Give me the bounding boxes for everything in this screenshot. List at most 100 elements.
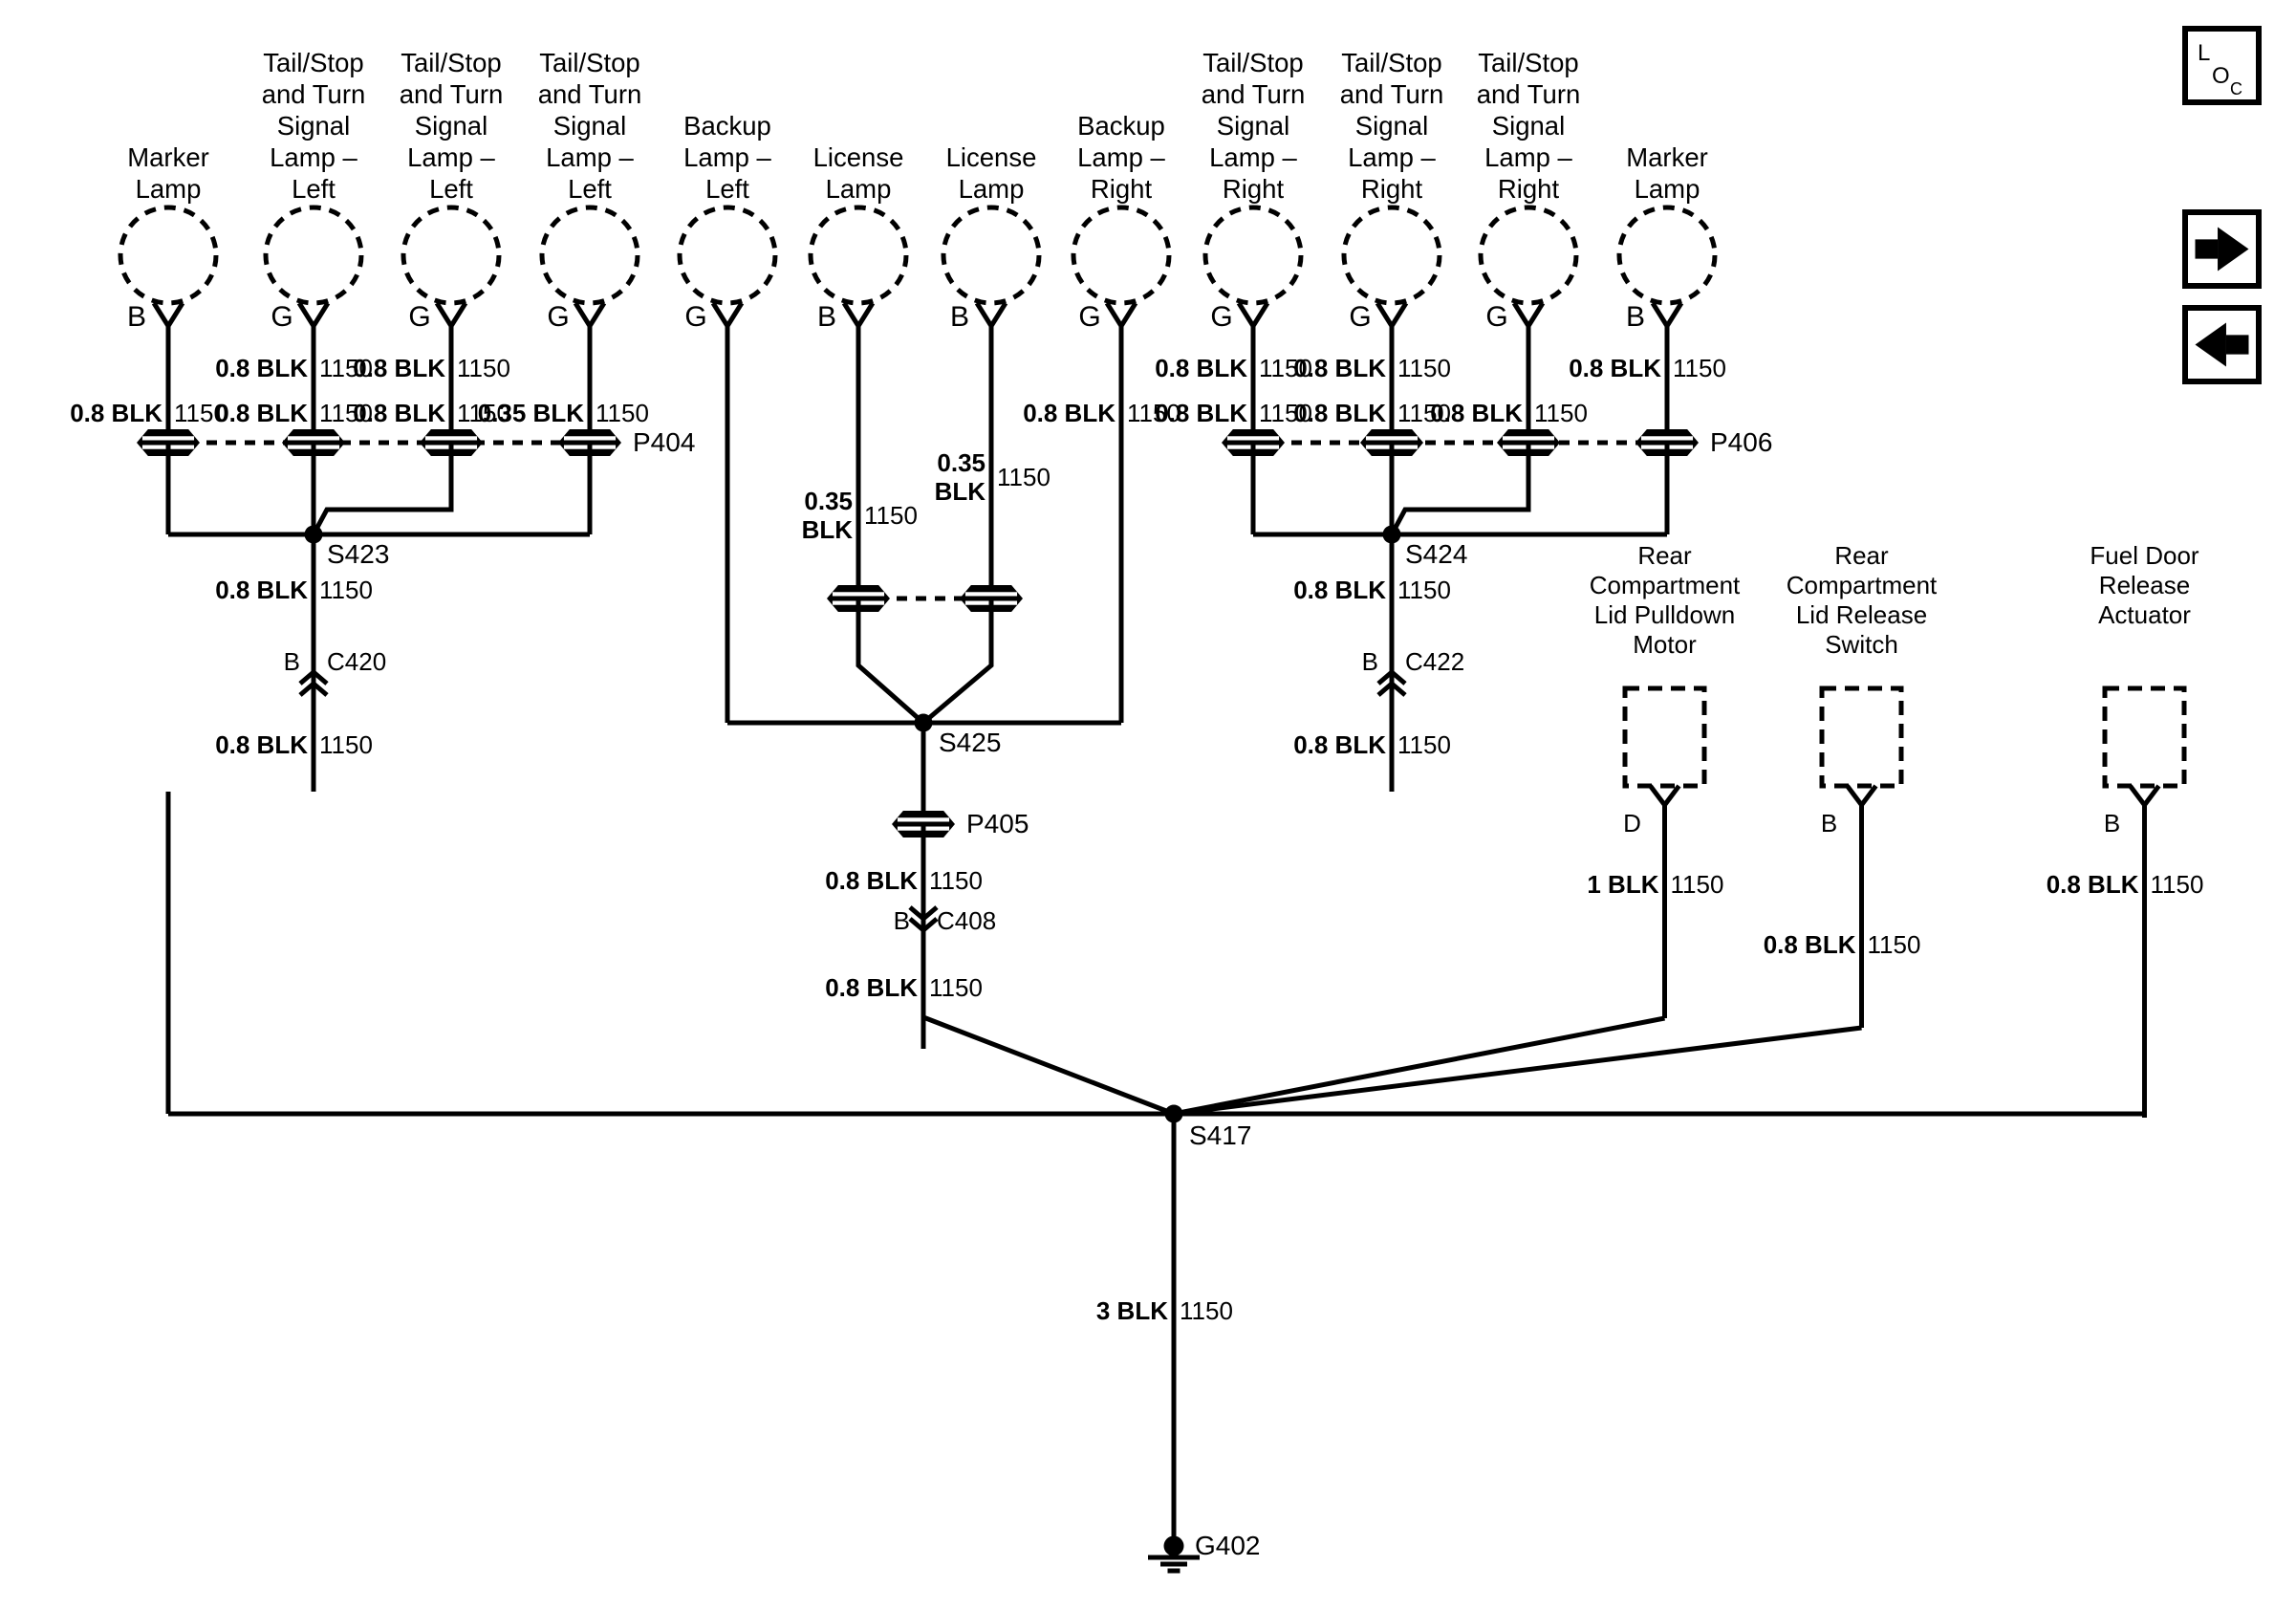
svg-text:O: O bbox=[2212, 63, 2230, 89]
svg-text:and Turn: and Turn bbox=[262, 79, 366, 109]
svg-text:Backup: Backup bbox=[1077, 111, 1165, 141]
svg-text:0.8 BLK: 0.8 BLK bbox=[2047, 870, 2139, 899]
svg-text:B: B bbox=[894, 906, 910, 935]
svg-text:G402: G402 bbox=[1195, 1531, 1261, 1560]
svg-text:0.8 BLK: 0.8 BLK bbox=[215, 354, 308, 382]
svg-text:1150: 1150 bbox=[864, 501, 918, 530]
svg-text:Tail/Stop: Tail/Stop bbox=[401, 48, 501, 77]
svg-text:License: License bbox=[946, 142, 1037, 172]
svg-text:1150: 1150 bbox=[929, 866, 983, 895]
svg-text:P405: P405 bbox=[966, 809, 1029, 838]
svg-text:C408: C408 bbox=[937, 906, 996, 935]
svg-text:1150: 1150 bbox=[1397, 354, 1451, 382]
svg-text:0.35: 0.35 bbox=[804, 487, 853, 515]
svg-text:Signal: Signal bbox=[277, 111, 350, 141]
svg-text:0.8 BLK: 0.8 BLK bbox=[1023, 399, 1116, 427]
svg-text:1150: 1150 bbox=[457, 354, 510, 382]
svg-text:Signal: Signal bbox=[415, 111, 487, 141]
svg-text:S417: S417 bbox=[1189, 1120, 1251, 1150]
svg-text:Lamp: Lamp bbox=[1635, 174, 1700, 204]
svg-text:Lamp –: Lamp – bbox=[1209, 142, 1297, 172]
svg-text:0.35 BLK: 0.35 BLK bbox=[478, 399, 584, 427]
svg-text:1150: 1150 bbox=[997, 463, 1051, 491]
svg-text:Lamp: Lamp bbox=[959, 174, 1025, 204]
svg-text:G: G bbox=[1078, 301, 1100, 333]
svg-text:G: G bbox=[1210, 301, 1232, 333]
svg-text:Actuator: Actuator bbox=[2098, 600, 2191, 629]
svg-text:Left: Left bbox=[292, 174, 336, 204]
svg-text:S423: S423 bbox=[327, 539, 389, 569]
svg-text:Rear: Rear bbox=[1834, 541, 1889, 570]
svg-text:1150: 1150 bbox=[1673, 354, 1726, 382]
svg-text:Lamp –: Lamp – bbox=[683, 142, 771, 172]
svg-text:Signal: Signal bbox=[1217, 111, 1289, 141]
svg-text:S425: S425 bbox=[939, 728, 1001, 757]
svg-text:Marker: Marker bbox=[1626, 142, 1708, 172]
svg-text:Tail/Stop: Tail/Stop bbox=[1341, 48, 1441, 77]
svg-text:Compartment: Compartment bbox=[1787, 571, 1938, 599]
svg-text:B: B bbox=[1626, 301, 1645, 333]
svg-text:Left: Left bbox=[568, 174, 612, 204]
svg-text:C422: C422 bbox=[1405, 647, 1464, 676]
svg-text:Tail/Stop: Tail/Stop bbox=[539, 48, 639, 77]
svg-text:Tail/Stop: Tail/Stop bbox=[1478, 48, 1578, 77]
svg-text:0.8 BLK: 0.8 BLK bbox=[1764, 930, 1856, 959]
svg-text:Tail/Stop: Tail/Stop bbox=[1202, 48, 1303, 77]
svg-text:Release: Release bbox=[2099, 571, 2190, 599]
svg-text:Signal: Signal bbox=[1492, 111, 1565, 141]
svg-text:0.8 BLK: 0.8 BLK bbox=[215, 399, 308, 427]
svg-text:0.8 BLK: 0.8 BLK bbox=[215, 730, 308, 759]
svg-text:L: L bbox=[2198, 40, 2210, 66]
svg-text:P404: P404 bbox=[633, 427, 695, 457]
svg-text:0.8 BLK: 0.8 BLK bbox=[70, 399, 162, 427]
svg-text:Backup: Backup bbox=[683, 111, 771, 141]
svg-text:0.8 BLK: 0.8 BLK bbox=[353, 354, 445, 382]
svg-text:0.8 BLK: 0.8 BLK bbox=[1293, 354, 1386, 382]
svg-text:G: G bbox=[1485, 301, 1507, 333]
svg-text:and Turn: and Turn bbox=[538, 79, 642, 109]
svg-text:0.8 BLK: 0.8 BLK bbox=[1293, 730, 1386, 759]
svg-text:Right: Right bbox=[1091, 174, 1153, 204]
svg-text:Lamp –: Lamp – bbox=[1348, 142, 1436, 172]
svg-text:Lamp –: Lamp – bbox=[1484, 142, 1572, 172]
svg-text:1150: 1150 bbox=[1180, 1296, 1233, 1325]
svg-text:G: G bbox=[271, 301, 292, 333]
svg-text:0.8 BLK: 0.8 BLK bbox=[1569, 354, 1661, 382]
svg-text:B: B bbox=[817, 301, 836, 333]
svg-text:0.8 BLK: 0.8 BLK bbox=[353, 399, 445, 427]
svg-text:Right: Right bbox=[1361, 174, 1423, 204]
svg-text:Marker: Marker bbox=[127, 142, 209, 172]
svg-text:Right: Right bbox=[1498, 174, 1560, 204]
svg-text:0.8 BLK: 0.8 BLK bbox=[1155, 399, 1247, 427]
svg-text:0.35: 0.35 bbox=[937, 448, 986, 477]
svg-text:and Turn: and Turn bbox=[1340, 79, 1444, 109]
svg-text:1150: 1150 bbox=[1868, 930, 1921, 959]
svg-text:and Turn: and Turn bbox=[1477, 79, 1581, 109]
svg-text:1150: 1150 bbox=[2151, 870, 2204, 899]
svg-text:Right: Right bbox=[1223, 174, 1285, 204]
svg-text:Lamp: Lamp bbox=[826, 174, 892, 204]
svg-text:G: G bbox=[1349, 301, 1371, 333]
svg-text:and Turn: and Turn bbox=[1202, 79, 1306, 109]
svg-text:Fuel Door: Fuel Door bbox=[2090, 541, 2199, 570]
svg-text:B: B bbox=[1362, 647, 1378, 676]
svg-text:C: C bbox=[2230, 79, 2242, 98]
svg-text:G: G bbox=[408, 301, 430, 333]
svg-text:BLK: BLK bbox=[802, 515, 854, 544]
svg-text:G: G bbox=[547, 301, 569, 333]
svg-text:G: G bbox=[684, 301, 706, 333]
svg-text:0.8 BLK: 0.8 BLK bbox=[825, 973, 918, 1002]
svg-text:3 BLK: 3 BLK bbox=[1096, 1296, 1168, 1325]
svg-text:Lamp –: Lamp – bbox=[546, 142, 634, 172]
svg-text:1150: 1150 bbox=[319, 730, 373, 759]
svg-text:1150: 1150 bbox=[1397, 576, 1451, 604]
svg-text:License: License bbox=[813, 142, 904, 172]
svg-text:1150: 1150 bbox=[596, 399, 649, 427]
svg-text:Signal: Signal bbox=[553, 111, 626, 141]
svg-text:1150: 1150 bbox=[319, 576, 373, 604]
svg-text:Left: Left bbox=[705, 174, 749, 204]
svg-text:1150: 1150 bbox=[1534, 399, 1588, 427]
svg-text:1150: 1150 bbox=[1671, 870, 1724, 899]
svg-text:Signal: Signal bbox=[1355, 111, 1428, 141]
svg-text:Lamp: Lamp bbox=[136, 174, 202, 204]
